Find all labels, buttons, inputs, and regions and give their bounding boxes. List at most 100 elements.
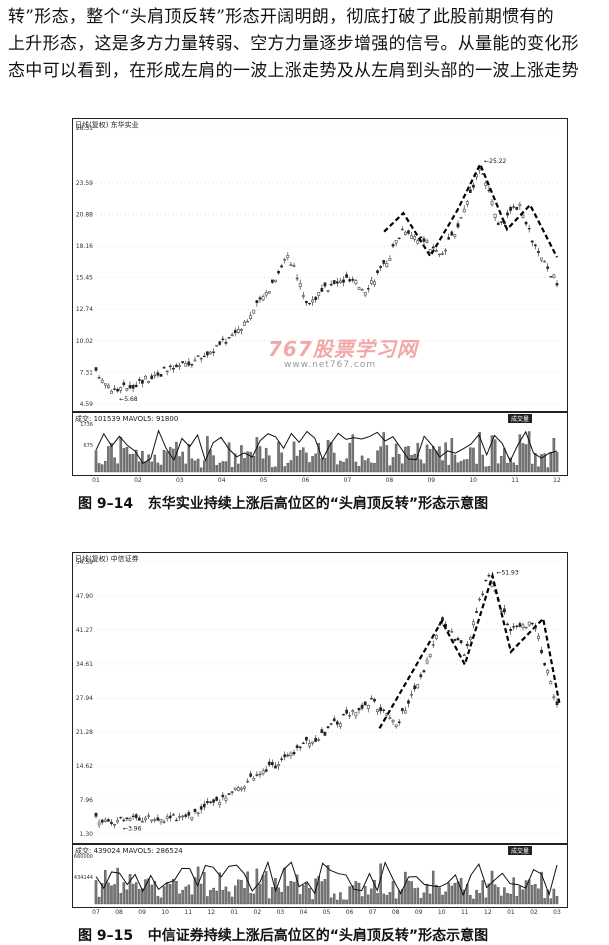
- candle-body: [472, 621, 475, 626]
- volume-bar: [332, 452, 336, 473]
- figure-9-14: 日线(复权) 东华实业 成交: 101539 MAVOL5: 91800 成交量…: [72, 118, 570, 486]
- volume-bar: [298, 894, 302, 905]
- volume-bar: [363, 460, 367, 473]
- candle-body: [122, 819, 126, 822]
- candle-body: [218, 802, 222, 805]
- volume-bar: [410, 455, 413, 473]
- candle-body: [100, 379, 104, 383]
- y-tick-label: 12.74: [76, 306, 93, 313]
- candle-body: [326, 290, 330, 292]
- volume-bar: [534, 884, 537, 905]
- candle-body: [465, 201, 469, 205]
- candle-body: [141, 379, 144, 384]
- y-tick-label: 1.30: [80, 831, 94, 838]
- candle-body: [342, 713, 345, 716]
- candle-body: [524, 221, 528, 225]
- volume-bar: [144, 461, 147, 473]
- volume-bar: [351, 434, 355, 473]
- candle-body: [218, 341, 222, 345]
- candle-body: [277, 270, 280, 274]
- candle-body: [212, 351, 215, 353]
- candle-body: [280, 265, 283, 268]
- volume-bar: [292, 881, 296, 905]
- volume-bar: [209, 449, 212, 473]
- text-line-1: 转”形态，整个“头肩顶反转”形态开阔明朗，彻底打破了此股前期惯有的: [8, 7, 554, 27]
- x-tick-label: 12: [207, 909, 215, 916]
- volume-bar: [438, 446, 441, 473]
- volume-bar: [261, 874, 265, 905]
- candle-body: [416, 684, 420, 689]
- volume-bar: [215, 465, 218, 473]
- volume-bar: [128, 874, 132, 905]
- x-tick-label: 01: [507, 909, 515, 916]
- x-tick-label: 07: [369, 909, 377, 916]
- candle-body: [413, 236, 417, 240]
- candle-body: [246, 780, 249, 783]
- volume-bar: [370, 462, 373, 473]
- volume-bar: [255, 437, 259, 473]
- volume-bar: [425, 444, 429, 473]
- candle-body: [295, 745, 299, 748]
- candle-body: [206, 801, 209, 804]
- volume-bar: [246, 451, 249, 473]
- candle-body: [499, 610, 503, 613]
- candle-body: [509, 628, 512, 631]
- candle-body: [308, 743, 311, 747]
- volume-bar: [428, 893, 432, 905]
- candle-body: [311, 741, 314, 744]
- caption-text: 中信证券持续上涨后高位区的“头肩顶反转”形态示意图: [147, 928, 489, 944]
- candle-body: [190, 816, 194, 820]
- x-tick-label: 09: [427, 477, 435, 484]
- candle-body: [329, 283, 333, 286]
- volume-bar: [230, 467, 234, 473]
- volume-bar: [431, 446, 435, 473]
- y-tick-label: 18.16: [76, 243, 93, 250]
- candle-body: [530, 622, 534, 625]
- candle-body: [518, 204, 522, 207]
- candle-body: [518, 623, 522, 627]
- x-tick-label: 10: [438, 909, 446, 916]
- volume-bar: [388, 892, 392, 905]
- candle-body: [159, 818, 163, 823]
- candle-body: [97, 822, 101, 826]
- x-tick-label: 05: [323, 909, 331, 916]
- candle-body: [305, 736, 308, 741]
- volume-bar: [144, 879, 147, 905]
- candle-body: [370, 698, 373, 700]
- candle-body: [116, 388, 120, 392]
- candle-body: [524, 626, 528, 629]
- candle-body: [314, 296, 318, 301]
- candle-body: [540, 649, 543, 654]
- candle-body: [434, 250, 438, 252]
- volume-bar: [283, 867, 286, 905]
- candle-body: [537, 251, 540, 253]
- volume-bar: [530, 463, 534, 473]
- candle-body: [339, 280, 342, 283]
- candle-body: [530, 240, 534, 243]
- y-tick-label: 7.96: [80, 797, 94, 804]
- candle-body: [363, 701, 367, 706]
- candle-body: [490, 583, 494, 588]
- volume-bar: [280, 891, 283, 905]
- volume-bar: [134, 449, 138, 473]
- volume-bar: [348, 442, 351, 473]
- candle-body: [490, 201, 494, 206]
- volume-bar: [153, 881, 157, 905]
- volume-bar: [518, 434, 522, 473]
- candle-body: [311, 299, 314, 303]
- volume-bar: [453, 454, 457, 473]
- x-tick-label: 07: [92, 909, 100, 916]
- candle-body: [425, 240, 429, 243]
- candle-body: [515, 206, 519, 210]
- volume-bar: [116, 463, 119, 473]
- volume-bar: [376, 450, 379, 473]
- volume-bar: [397, 454, 401, 473]
- volume-bar: [481, 454, 484, 473]
- x-tick-label: 11: [511, 477, 519, 484]
- volume-header: 成交: 439024 MAVOL5: 286524: [75, 847, 183, 855]
- volume-bar: [184, 463, 187, 473]
- candle-body: [348, 715, 352, 717]
- candle-body: [100, 819, 104, 823]
- candle-body: [94, 367, 98, 371]
- volume-bar: [227, 442, 231, 473]
